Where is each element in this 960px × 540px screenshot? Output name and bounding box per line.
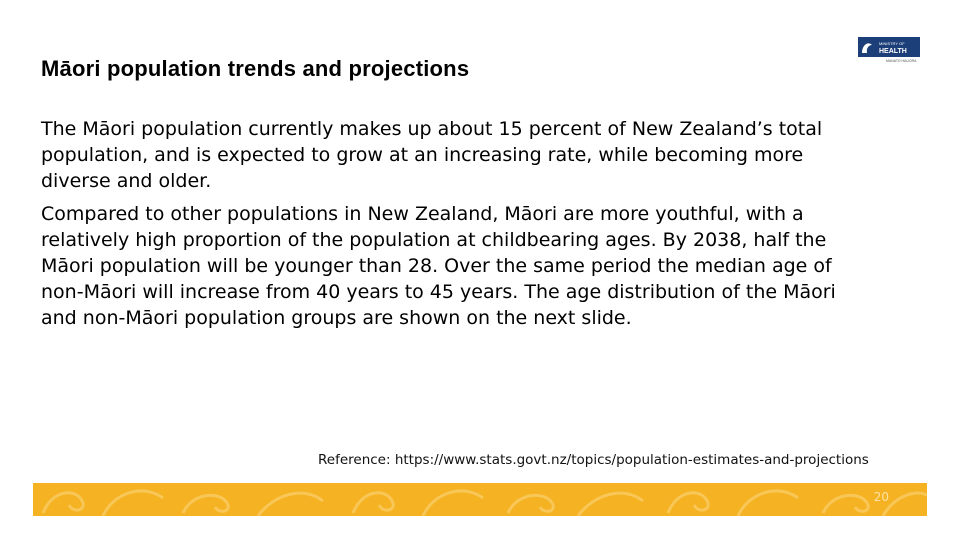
footer-pattern-band: 20 xyxy=(33,483,927,516)
reference-text: Reference: https://www.stats.govt.nz/top… xyxy=(318,452,869,468)
logo-line2: HEALTH xyxy=(879,48,907,55)
koru-pattern-icon xyxy=(41,489,927,516)
logo-line3: MANATŪ HAUORA xyxy=(886,59,917,63)
koru-icon xyxy=(862,43,872,53)
page-number: 20 xyxy=(873,490,889,504)
ministry-of-health-logo: MINISTRY OF HEALTH MANATŪ HAUORA xyxy=(858,37,920,63)
paragraph-age-structure: Compared to other populations in New Zea… xyxy=(41,203,836,329)
slide-title: Māori population trends and projections xyxy=(41,56,470,81)
paragraph-population-share: The Māori population currently makes up … xyxy=(41,118,823,192)
body-text: The Māori population currently makes up … xyxy=(41,116,871,338)
logo-line1: MINISTRY OF xyxy=(879,41,905,46)
